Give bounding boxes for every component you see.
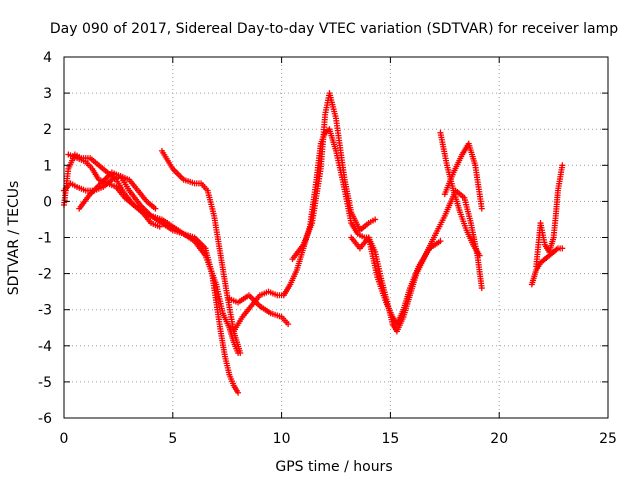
y-tick-label: -5 (38, 375, 52, 391)
series-track-4 (76, 169, 159, 212)
data-point (237, 350, 244, 357)
y-tick-label: 3 (43, 86, 52, 102)
x-tick-label: 20 (490, 431, 508, 447)
y-tick-label: 2 (43, 122, 52, 138)
grid (64, 57, 608, 418)
series-track-12 (528, 245, 566, 288)
data-point (156, 223, 163, 230)
series-track-3 (65, 151, 163, 230)
data-point (478, 285, 485, 292)
series-track-9 (348, 234, 444, 328)
data-point (559, 245, 566, 252)
y-tick-label: -4 (38, 339, 52, 355)
y-tick-label: -6 (38, 411, 52, 427)
x-tick-label: 25 (599, 431, 617, 447)
x-axis-title: GPS time / hours (275, 459, 392, 475)
y-axis: -6 -5 -4 -3 -2 -1 0 1 2 3 4 (38, 50, 608, 427)
y-tick-label: 0 (43, 194, 52, 210)
y-tick-label: 4 (43, 50, 52, 66)
data-point (285, 321, 292, 328)
series-track-6 (226, 292, 292, 328)
x-tick-label: 15 (381, 431, 399, 447)
x-tick-label: 5 (168, 431, 177, 447)
y-tick-label: 1 (43, 158, 52, 174)
y-tick-label: -3 (38, 303, 52, 319)
data-point (372, 216, 379, 223)
series-track-5 (158, 147, 244, 357)
data-points (61, 90, 566, 396)
y-tick-label: -2 (38, 267, 52, 283)
x-axis: 0 5 10 15 20 25 (60, 57, 617, 447)
data-point (152, 205, 159, 212)
y-tick-label: -1 (38, 231, 52, 247)
data-point (559, 162, 566, 169)
x-tick-label: 0 (60, 431, 69, 447)
data-point (235, 389, 242, 396)
y-axis-title: SDTVAR / TECUs (6, 181, 22, 296)
series-track-8 (289, 90, 379, 263)
series-track-11 (441, 140, 485, 212)
data-point (476, 252, 483, 259)
data-point (478, 205, 485, 212)
series-track-10 (437, 129, 483, 259)
data-point (437, 238, 444, 245)
x-tick-label: 10 (273, 431, 291, 447)
chart-title: Day 090 of 2017, Sidereal Day-to-day VTE… (50, 21, 618, 37)
series-track-13 (533, 162, 566, 270)
